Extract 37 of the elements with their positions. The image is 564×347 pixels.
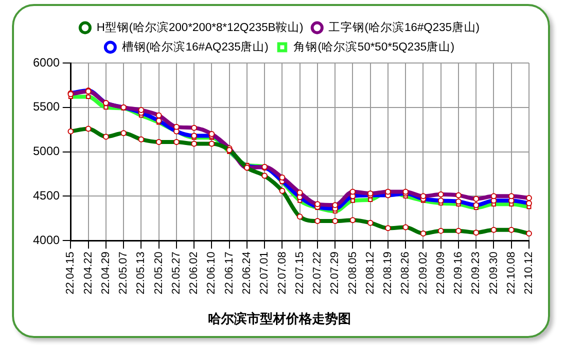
x-tick-label: 22.05.13 [135, 252, 148, 294]
x-tick-label: 22.08.19 [382, 252, 394, 294]
y-tick-label: 4500 [32, 188, 60, 202]
x-tick-label: 22.04.15 [64, 252, 77, 294]
x-tick-label: 22.07.08 [276, 252, 288, 294]
legend-label: 槽钢(哈尔滨16#AQ235唐山) [122, 39, 269, 54]
x-tick-label: 22.09.23 [470, 252, 482, 294]
legend-label: 角钢(哈尔滨50*50*5Q235唐山) [294, 39, 455, 54]
legend-label: 工字钢(哈尔滨16#Q235唐山) [328, 20, 480, 34]
legend-label: H型钢(哈尔滨200*200*8*12Q235B鞍山) [96, 20, 304, 34]
x-tick-label: 22.04.29 [100, 252, 112, 294]
x-tick-label: 22.05.27 [170, 252, 182, 294]
x-tick-label: 22.06.02 [188, 252, 200, 294]
x-tick-label: 22.06.24 [241, 252, 253, 294]
x-tick-label: 22.06.10 [206, 252, 218, 294]
x-tick-label: 22.10.08 [505, 252, 518, 294]
y-tick-label: 5000 [32, 144, 60, 158]
x-tick-label: 22.08.12 [364, 252, 376, 294]
x-tick-label: 22.07.15 [294, 252, 306, 294]
x-tick-label: 22.09.09 [434, 252, 447, 294]
x-tick-label: 22.04.22 [82, 252, 94, 294]
x-tick-label: 22.05.20 [152, 252, 165, 294]
x-tick-label: 22.08.05 [346, 252, 359, 294]
y-tick-label: 5500 [32, 100, 60, 114]
y-tick-label: 4000 [32, 232, 60, 247]
x-tick-label: 22.07.01 [258, 252, 271, 294]
x-tick-label: 22.07.22 [312, 252, 324, 294]
y-tick-label: 6000 [32, 55, 60, 70]
x-tick-label: 22.09.30 [488, 252, 500, 294]
x-tick-label: 22.10.12 [523, 252, 536, 294]
x-tick-label: 22.06.17 [223, 252, 236, 294]
text: 哈尔滨市型材价格走势图 [208, 310, 351, 326]
x-tick-label: 22.05.07 [118, 252, 130, 294]
x-tick-label: 22.09.16 [452, 252, 465, 294]
x-tick-label: 22.07.29 [329, 252, 342, 294]
x-tick-label: 22.08.26 [400, 252, 412, 294]
x-tick-label: 22.09.02 [417, 252, 430, 294]
